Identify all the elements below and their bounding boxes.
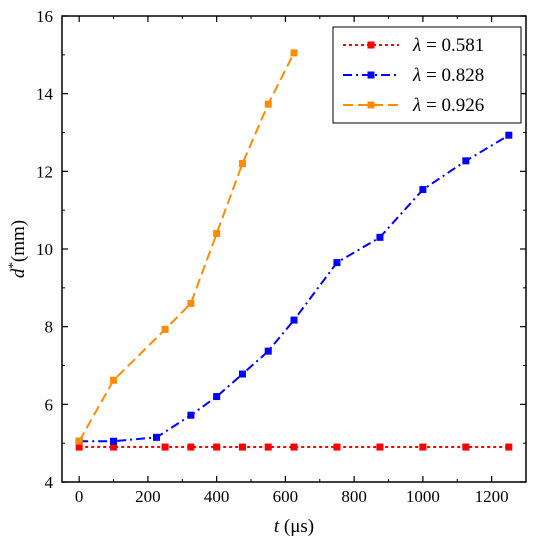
series-0 [75, 443, 513, 451]
x-tick-label: 1200 [475, 487, 509, 506]
data-point [264, 443, 272, 451]
y-axis-label: d*(mm) [5, 220, 29, 278]
data-point [110, 443, 118, 451]
y-tick-label: 14 [36, 85, 54, 104]
data-point [213, 229, 221, 237]
data-point [333, 259, 341, 267]
data-point [110, 376, 118, 384]
data-point [187, 411, 195, 419]
legend-marker [367, 41, 375, 49]
data-point [462, 157, 470, 165]
data-point [238, 370, 246, 378]
data-point [75, 443, 83, 451]
data-point [153, 433, 161, 441]
data-point [213, 443, 221, 451]
x-tick-label: 400 [204, 487, 230, 506]
data-point [333, 443, 341, 451]
data-point [505, 131, 513, 139]
legend-entry-value: = 0.828 [421, 65, 484, 86]
x-axis-label-unit: (μs) [279, 516, 314, 537]
x-axis-label-var: t [274, 516, 280, 537]
data-point [290, 49, 298, 57]
data-point [264, 347, 272, 355]
data-point [419, 186, 427, 194]
legend-entry-value: = 0.926 [421, 95, 484, 116]
legend-entry-var: λ [412, 65, 421, 86]
data-point [238, 160, 246, 168]
y-axis-label-sup: * [5, 262, 20, 269]
legend-entry-value: = 0.581 [421, 35, 484, 56]
data-point [161, 443, 169, 451]
y-tick-label: 12 [36, 162, 53, 181]
series-1 [75, 131, 513, 445]
plot-area [75, 49, 513, 451]
data-point [376, 443, 384, 451]
x-tick-label: 0 [75, 487, 84, 506]
axes: 0 200 400 600 800 1000 1200 4 6 8 10 12 14 16 t (μs) d*… [5, 7, 527, 537]
y-tick-label: 16 [36, 7, 53, 26]
y-axis-label-unit: (mm) [8, 220, 29, 262]
data-point [290, 316, 298, 324]
data-point [187, 299, 195, 307]
y-axis-label-var: d [8, 268, 29, 278]
y-tick-label: 10 [36, 240, 53, 259]
data-point [238, 443, 246, 451]
y-tick-label: 4 [45, 473, 54, 492]
legend-marker [367, 101, 375, 109]
legend-entry: λ = 0.581 [412, 35, 484, 56]
x-tick-label: 800 [341, 487, 367, 506]
data-point [290, 443, 298, 451]
legend-entry: λ = 0.926 [412, 95, 484, 116]
data-point [187, 443, 195, 451]
legend-entry-var: λ [412, 35, 421, 56]
x-axis-label: t (μs) [274, 516, 314, 537]
data-point [505, 443, 513, 451]
legend-entry-var: λ [412, 95, 421, 116]
data-point [462, 443, 470, 451]
data-point [419, 443, 427, 451]
data-point [75, 437, 83, 445]
data-point [110, 437, 118, 445]
legend-entry: λ = 0.828 [412, 65, 484, 86]
y-tick-label: 6 [45, 395, 54, 414]
x-tick-label: 200 [135, 487, 161, 506]
series-line [79, 134, 510, 443]
data-point [264, 100, 272, 108]
x-tick-label: 600 [273, 487, 299, 506]
data-point [161, 325, 169, 333]
y-tick-label: 8 [45, 318, 54, 337]
data-point [376, 233, 384, 241]
legend-marker [367, 71, 375, 79]
series-line [78, 52, 295, 442]
x-tick-label: 1000 [406, 487, 440, 506]
data-point [213, 393, 221, 401]
series-2 [75, 49, 298, 445]
